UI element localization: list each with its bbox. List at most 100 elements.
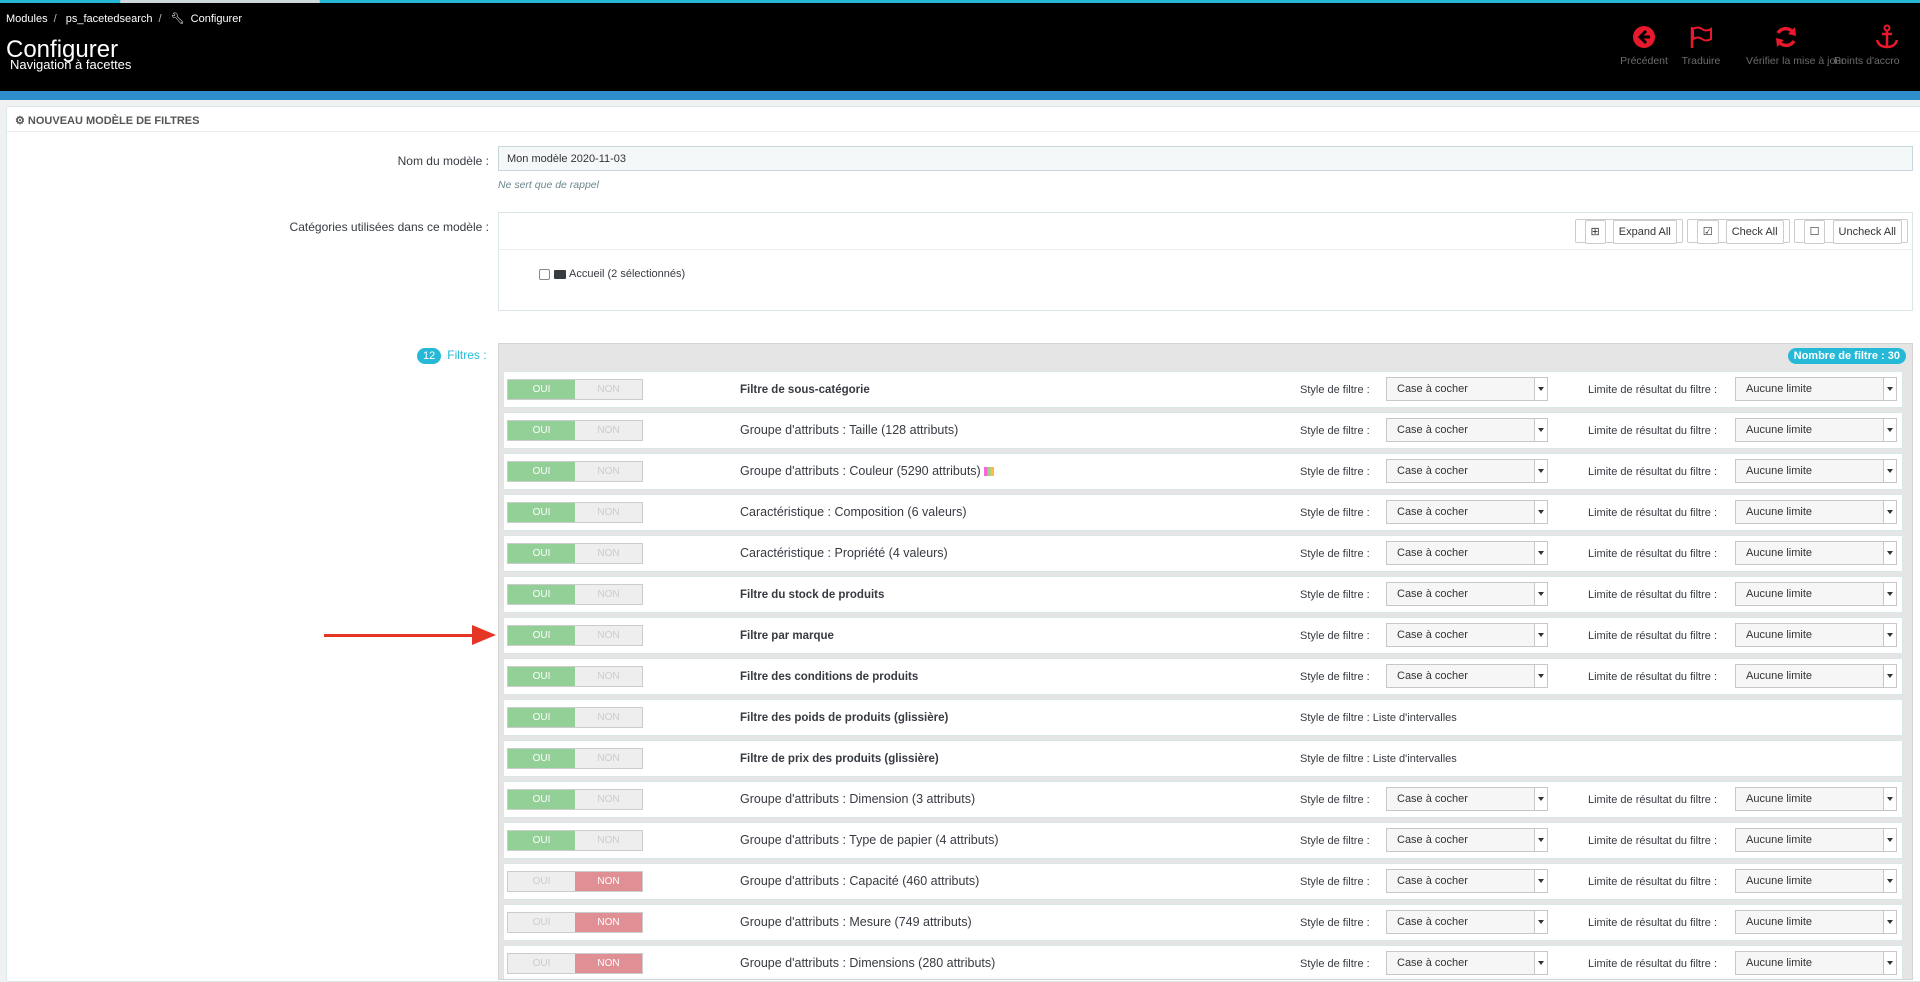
toggle-no[interactable]: NON: [597, 712, 620, 723]
check-update-button[interactable]: Vérifier la mise à jour: [1746, 24, 1845, 67]
filter-limit-select[interactable]: Aucune limite: [1735, 951, 1897, 975]
filter-toggle[interactable]: OUI NON: [507, 789, 643, 810]
hooks-button[interactable]: Points d'accro: [1834, 24, 1920, 67]
filter-limit-select[interactable]: Aucune limite: [1735, 377, 1897, 401]
filter-limit-select[interactable]: Aucune limite: [1735, 500, 1897, 524]
filter-toggle[interactable]: OUI NON: [507, 707, 643, 728]
filter-style-label: Style de filtre :: [1300, 507, 1370, 519]
filter-toggle[interactable]: OUI NON: [507, 379, 643, 400]
toggle-no[interactable]: NON: [597, 753, 620, 764]
filter-toggle[interactable]: OUI NON: [507, 461, 643, 482]
toggle-yes[interactable]: OUI: [508, 708, 575, 727]
caret-down-icon: [1883, 460, 1896, 482]
toggle-yes[interactable]: OUI: [508, 503, 575, 522]
caret-down-icon: [1883, 419, 1896, 441]
toggle-no[interactable]: NON: [597, 548, 620, 559]
filter-limit-value: Aucune limite: [1746, 875, 1813, 887]
toggle-yes[interactable]: OUI: [532, 876, 551, 887]
breadcrumb-separator: /: [158, 13, 162, 25]
filter-title: Filtre de prix des produits (glissière): [740, 753, 939, 765]
filter-limit-select[interactable]: Aucune limite: [1735, 869, 1897, 893]
filter-title-text: Filtre de sous-catégorie: [740, 384, 870, 396]
filter-style-select[interactable]: Case à cocher: [1386, 418, 1548, 442]
filter-toggle[interactable]: OUI NON: [507, 830, 643, 851]
filter-style-select[interactable]: Case à cocher: [1386, 459, 1548, 483]
expand-all-label: Expand All: [1612, 220, 1677, 244]
filter-limit-select[interactable]: Aucune limite: [1735, 664, 1897, 688]
toggle-no[interactable]: NON: [597, 507, 620, 518]
filter-limit-select[interactable]: Aucune limite: [1735, 828, 1897, 852]
filter-limit-select[interactable]: Aucune limite: [1735, 623, 1897, 647]
filter-limit-select[interactable]: Aucune limite: [1735, 418, 1897, 442]
header-accent-bar: [0, 91, 1920, 100]
filter-title: Groupe d'attributs : Capacité (460 attri…: [740, 874, 979, 888]
toggle-no[interactable]: NON: [597, 630, 620, 641]
toggle-no[interactable]: NON: [575, 872, 642, 891]
toggle-no[interactable]: NON: [597, 425, 620, 436]
toggle-no[interactable]: NON: [597, 466, 620, 477]
filter-limit-select[interactable]: Aucune limite: [1735, 541, 1897, 565]
panel-heading-label: NOUVEAU MODÈLE DE FILTRES: [27, 115, 200, 127]
toggle-yes[interactable]: OUI: [508, 462, 575, 481]
filter-toggle[interactable]: OUI NON: [507, 666, 643, 687]
template-name-input[interactable]: Mon modèle 2020-11-03: [498, 146, 1913, 171]
check-all-button[interactable]: ☑ Check All: [1686, 219, 1790, 244]
filter-style-select[interactable]: Case à cocher: [1386, 623, 1548, 647]
breadcrumb-modules[interactable]: Modules: [6, 13, 48, 25]
filter-style-select[interactable]: Case à cocher: [1386, 541, 1548, 565]
breadcrumb-module[interactable]: ps_facetedsearch: [65, 13, 153, 25]
toggle-yes[interactable]: OUI: [508, 544, 575, 563]
toggle-no[interactable]: NON: [575, 913, 642, 932]
filter-toggle[interactable]: OUI NON: [507, 502, 643, 523]
toggle-yes[interactable]: OUI: [508, 667, 575, 686]
filter-style-select[interactable]: Case à cocher: [1386, 787, 1548, 811]
filter-toggle[interactable]: OUI NON: [507, 420, 643, 441]
toggle-no[interactable]: NON: [597, 384, 620, 395]
filter-style-label: Style de filtre :: [1300, 589, 1370, 601]
caret-down-icon: [1883, 378, 1896, 400]
filter-toggle[interactable]: OUI NON: [507, 871, 643, 892]
toggle-no[interactable]: NON: [597, 589, 620, 600]
filter-toggle[interactable]: OUI NON: [507, 625, 643, 646]
uncheck-all-button[interactable]: ☐ Uncheck All: [1793, 219, 1908, 244]
filter-limit-select[interactable]: Aucune limite: [1735, 582, 1897, 606]
toggle-yes[interactable]: OUI: [508, 421, 575, 440]
filter-limit-select[interactable]: Aucune limite: [1735, 910, 1897, 934]
toggle-yes[interactable]: OUI: [508, 585, 575, 604]
expand-all-button[interactable]: ⊞ Expand All: [1574, 219, 1683, 244]
toggle-yes[interactable]: OUI: [508, 831, 575, 850]
toggle-yes[interactable]: OUI: [532, 958, 551, 969]
category-label[interactable]: Accueil (2 sélectionnés): [569, 268, 686, 280]
category-checkbox[interactable]: [539, 268, 550, 280]
filter-style-select[interactable]: Case à cocher: [1386, 951, 1548, 975]
filter-style-select[interactable]: Case à cocher: [1386, 664, 1548, 688]
translate-button[interactable]: Traduire: [1661, 24, 1741, 67]
toggle-no[interactable]: NON: [575, 954, 642, 973]
toggle-yes[interactable]: OUI: [508, 626, 575, 645]
filter-limit-value: Aucune limite: [1746, 629, 1813, 641]
toggle-yes[interactable]: OUI: [508, 380, 575, 399]
filter-toggle[interactable]: OUI NON: [507, 953, 643, 974]
caret-down-icon: [1534, 624, 1547, 646]
filter-limit-select[interactable]: Aucune limite: [1735, 787, 1897, 811]
toggle-yes[interactable]: OUI: [508, 790, 575, 809]
filter-toggle[interactable]: OUI NON: [507, 584, 643, 605]
filter-limit-select[interactable]: Aucune limite: [1735, 459, 1897, 483]
filter-style-select[interactable]: Case à cocher: [1386, 377, 1548, 401]
filter-style-select[interactable]: Case à cocher: [1386, 582, 1548, 606]
filter-title: Filtre par marque: [740, 630, 834, 642]
filter-toggle[interactable]: OUI NON: [507, 748, 643, 769]
toggle-yes[interactable]: OUI: [508, 749, 575, 768]
filter-style-select[interactable]: Case à cocher: [1386, 500, 1548, 524]
toggle-no[interactable]: NON: [597, 671, 620, 682]
filter-style-select[interactable]: Case à cocher: [1386, 869, 1548, 893]
filter-toggle[interactable]: OUI NON: [507, 912, 643, 933]
toggle-no[interactable]: NON: [597, 835, 620, 846]
filter-style-select[interactable]: Case à cocher: [1386, 828, 1548, 852]
filter-title-text: Groupe d'attributs : Dimension (3 attrib…: [740, 792, 976, 806]
toggle-yes[interactable]: OUI: [532, 917, 551, 928]
back-button[interactable]: Précédent: [1604, 24, 1684, 67]
filter-style-select[interactable]: Case à cocher: [1386, 910, 1548, 934]
filter-toggle[interactable]: OUI NON: [507, 543, 643, 564]
toggle-no[interactable]: NON: [597, 794, 620, 805]
